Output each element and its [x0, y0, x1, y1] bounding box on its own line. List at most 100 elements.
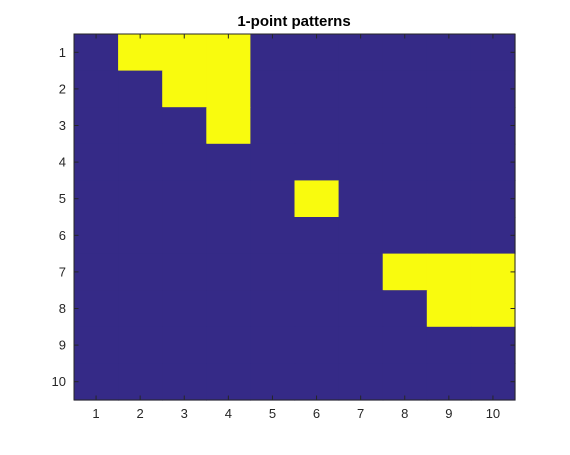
heatmap-cell: [295, 363, 340, 400]
x-tick-label: 2: [137, 406, 144, 421]
x-tick-label: 3: [181, 406, 188, 421]
heatmap-cell: [74, 363, 119, 400]
heatmap-cell: [162, 144, 207, 181]
x-tick-label: 9: [445, 406, 452, 421]
heatmap-cell: [162, 217, 207, 254]
heatmap-cell: [471, 217, 516, 254]
heatmap-cell: [339, 180, 384, 217]
heatmap-cell: [427, 254, 472, 291]
heatmap-cell: [383, 290, 428, 327]
heatmap-cells: [74, 34, 516, 401]
y-tick-label: 7: [59, 264, 66, 279]
heatmap-cell: [339, 34, 384, 71]
heatmap-cell: [471, 327, 516, 364]
heatmap-cell: [250, 363, 295, 400]
heatmap-cell: [383, 327, 428, 364]
heatmap-cell: [118, 217, 163, 254]
heatmap-cell: [206, 144, 251, 181]
heatmap-cell: [206, 254, 251, 291]
heatmap-cell: [206, 290, 251, 327]
heatmap-cell: [118, 254, 163, 291]
heatmap-cell: [427, 180, 472, 217]
heatmap-cell: [427, 34, 472, 71]
heatmap-cell: [250, 254, 295, 291]
heatmap-cell: [250, 144, 295, 181]
heatmap-cell: [74, 327, 119, 364]
heatmap-cell: [471, 290, 516, 327]
heatmap-cell: [162, 34, 207, 71]
heatmap-cell: [339, 327, 384, 364]
heatmap-cell: [74, 180, 119, 217]
heatmap-cell: [74, 34, 119, 71]
heatmap-cell: [471, 144, 516, 181]
y-tick-label: 9: [59, 338, 66, 353]
heatmap-cell: [427, 327, 472, 364]
heatmap-cell: [206, 363, 251, 400]
heatmap-cell: [383, 217, 428, 254]
heatmap-cell: [74, 217, 119, 254]
y-tick-label: 10: [52, 374, 66, 389]
heatmap-cell: [206, 71, 251, 108]
heatmap-cell: [427, 363, 472, 400]
heatmap-cell: [471, 107, 516, 144]
heatmap-cell: [118, 107, 163, 144]
heatmap-cell: [471, 254, 516, 291]
heatmap-cell: [339, 144, 384, 181]
heatmap-cell: [206, 107, 251, 144]
heatmap-cell: [383, 363, 428, 400]
x-tick-label: 4: [225, 406, 232, 421]
heatmap-cell: [339, 363, 384, 400]
heatmap-cell: [295, 107, 340, 144]
heatmap-cell: [383, 180, 428, 217]
heatmap-cell: [250, 34, 295, 71]
heatmap-cell: [295, 144, 340, 181]
heatmap-cell: [295, 254, 340, 291]
y-tick-label: 6: [59, 228, 66, 243]
heatmap-cell: [427, 107, 472, 144]
heatmap-cell: [339, 217, 384, 254]
x-tick-label: 8: [401, 406, 408, 421]
heatmap-cell: [162, 107, 207, 144]
heatmap-cell: [118, 327, 163, 364]
y-tick-label: 1: [59, 45, 66, 60]
heatmap-cell: [339, 254, 384, 291]
heatmap-cell: [250, 217, 295, 254]
y-tick-label: 4: [59, 155, 66, 170]
heatmap-cell: [118, 180, 163, 217]
heatmap-cell: [250, 180, 295, 217]
heatmap-cell: [339, 107, 384, 144]
heatmap-cell: [118, 363, 163, 400]
heatmap-cell: [339, 290, 384, 327]
heatmap-cell: [118, 144, 163, 181]
heatmap-cell: [471, 363, 516, 400]
heatmap-cell: [471, 71, 516, 108]
heatmap-cell: [250, 327, 295, 364]
heatmap-cell: [295, 327, 340, 364]
y-tick-label: 3: [59, 118, 66, 133]
heatmap-cell: [383, 71, 428, 108]
heatmap-cell: [250, 107, 295, 144]
heatmap-cell: [295, 71, 340, 108]
heatmap-cell: [250, 71, 295, 108]
y-tick-label: 8: [59, 301, 66, 316]
heatmap-cell: [295, 180, 340, 217]
heatmap-cell: [383, 254, 428, 291]
heatmap-cell: [162, 71, 207, 108]
heatmap-cell: [162, 254, 207, 291]
heatmap-cell: [295, 217, 340, 254]
heatmap-cell: [74, 290, 119, 327]
heatmap-cell: [383, 107, 428, 144]
heatmap-cell: [162, 363, 207, 400]
heatmap-cell: [471, 180, 516, 217]
y-tick-label: 2: [59, 81, 66, 96]
heatmap-cell: [339, 71, 384, 108]
heatmap-cell: [295, 290, 340, 327]
heatmap-cell: [74, 107, 119, 144]
heatmap-cell: [74, 71, 119, 108]
x-tick-label: 6: [313, 406, 320, 421]
heatmap-cell: [295, 34, 340, 71]
heatmap-cell: [427, 71, 472, 108]
x-tick-label: 7: [357, 406, 364, 421]
